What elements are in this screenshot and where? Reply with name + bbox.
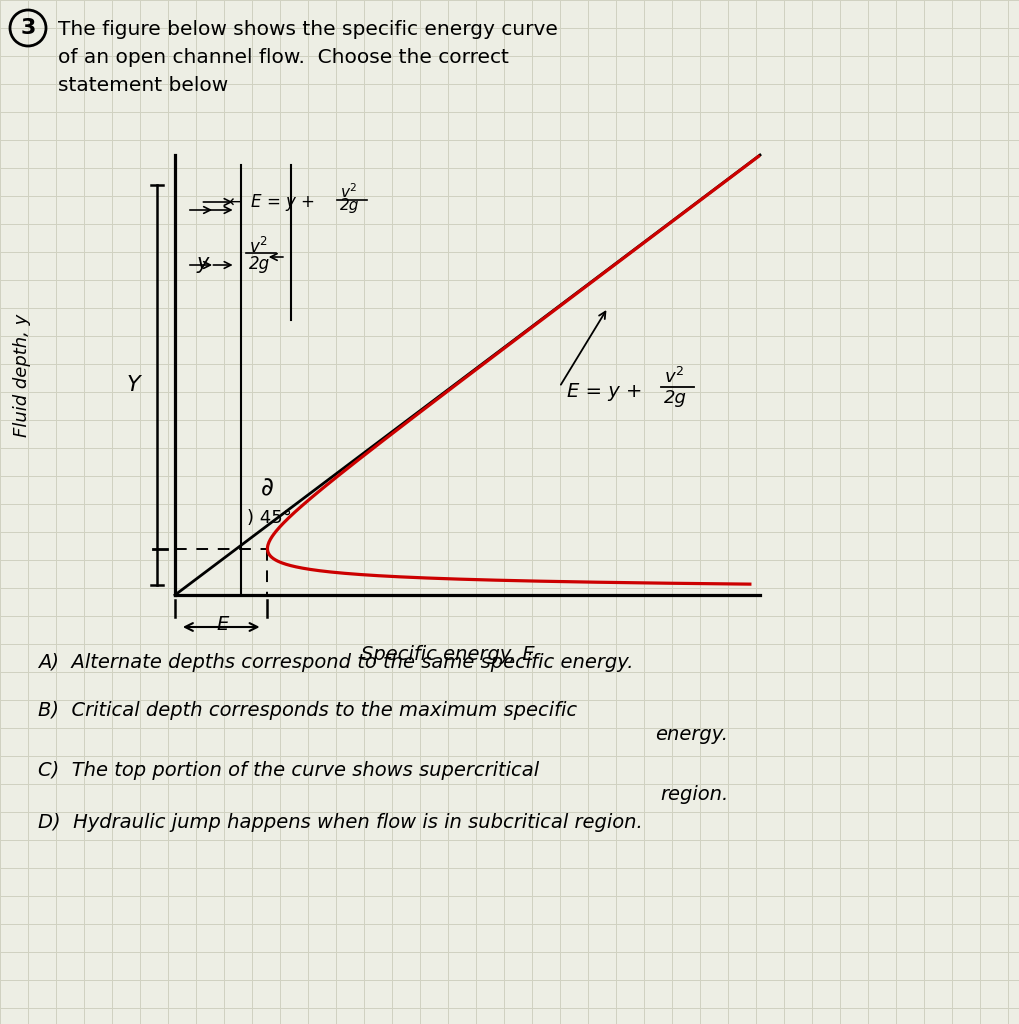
Text: A)  Alternate depths correspond to the same specific energy.: A) Alternate depths correspond to the sa…	[38, 653, 633, 672]
Text: 2g: 2g	[663, 389, 687, 408]
Text: $v^2$: $v^2$	[339, 182, 357, 201]
Text: E = y +: E = y +	[567, 382, 648, 401]
Text: Specific energy, E: Specific energy, E	[361, 645, 534, 664]
Text: 2g: 2g	[249, 255, 269, 273]
Text: $\leftarrow$ E = y +: $\leftarrow$ E = y +	[225, 193, 317, 213]
Text: $v^2$: $v^2$	[663, 367, 684, 387]
Text: D)  Hydraulic jump happens when flow is in subcritical region.: D) Hydraulic jump happens when flow is i…	[38, 813, 642, 831]
Text: E: E	[216, 615, 228, 634]
Text: C)  The top portion of the curve shows supercritical: C) The top portion of the curve shows su…	[38, 761, 539, 780]
Text: The figure below shows the specific energy curve: The figure below shows the specific ener…	[58, 20, 557, 39]
Text: Y: Y	[126, 375, 140, 395]
Text: $v^2$: $v^2$	[249, 237, 267, 257]
Text: 2g: 2g	[339, 198, 359, 213]
Text: 3: 3	[20, 18, 36, 38]
Text: energy.: energy.	[654, 725, 728, 744]
Text: $\partial$: $\partial$	[260, 476, 273, 500]
Text: of an open channel flow.  Choose the correct: of an open channel flow. Choose the corr…	[58, 48, 508, 67]
Text: ) 45°: ) 45°	[247, 509, 291, 527]
Text: B)  Critical depth corresponds to the maximum specific: B) Critical depth corresponds to the max…	[38, 701, 577, 720]
Text: region.: region.	[659, 785, 728, 804]
Text: Fluid depth, y: Fluid depth, y	[13, 313, 31, 436]
Text: y: y	[197, 253, 209, 273]
Text: statement below: statement below	[58, 76, 228, 95]
